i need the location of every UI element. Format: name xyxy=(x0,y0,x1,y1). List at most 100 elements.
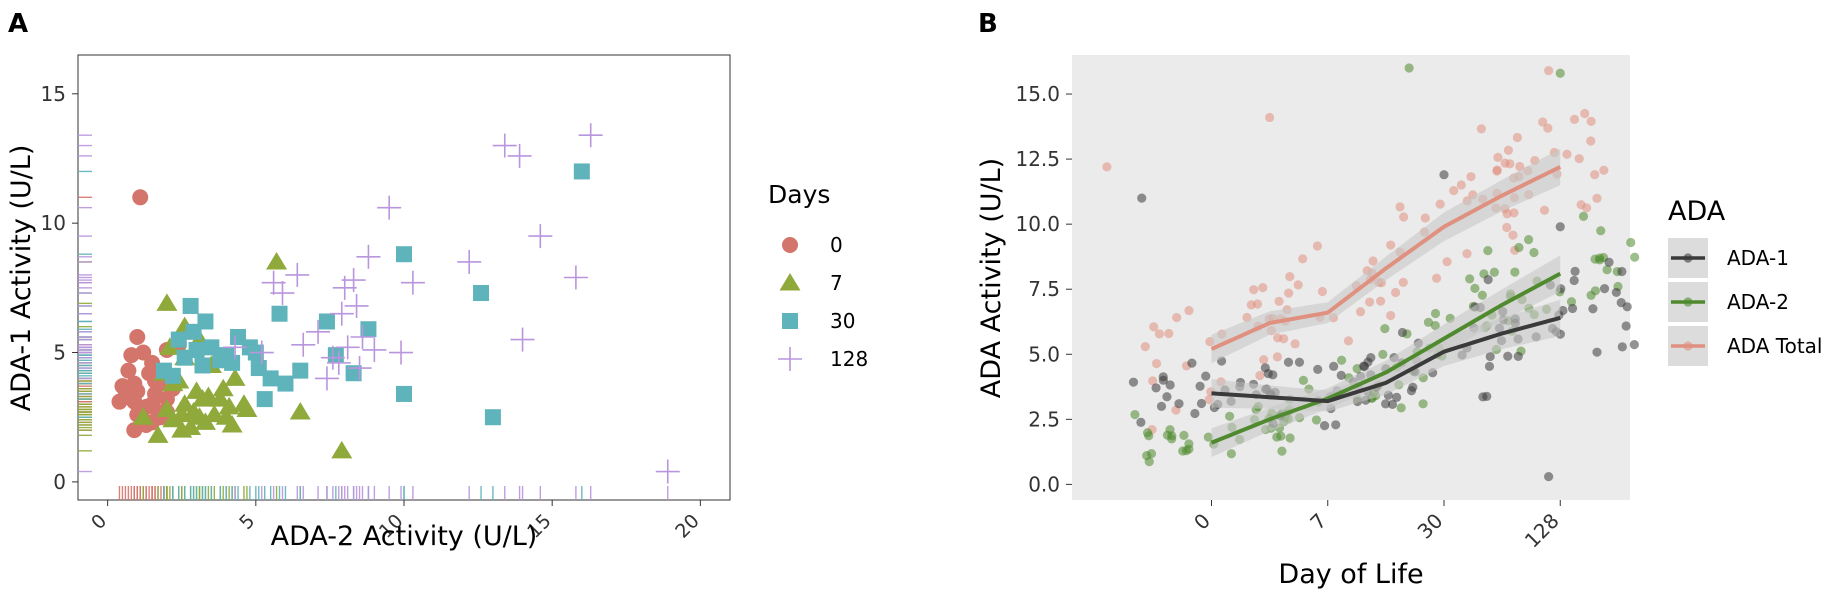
point-ada-1 xyxy=(1329,361,1339,371)
point-ada-total xyxy=(1586,136,1596,146)
point-ada-total xyxy=(1249,285,1259,295)
point-day-7 xyxy=(197,386,219,405)
point-ada-total xyxy=(1492,166,1502,176)
panel-b-y-ticks: 0.0 2.5 5.0 7.5 10.0 12.5 15.0 xyxy=(1015,82,1072,496)
point-day-7 xyxy=(174,394,196,412)
point-ada-1 xyxy=(1482,391,1492,401)
point-ada-total xyxy=(1365,297,1375,307)
point-ada-2 xyxy=(1626,237,1636,248)
panel-b-label: B xyxy=(978,9,998,39)
point-ada-1 xyxy=(1629,340,1639,350)
point-ada-1 xyxy=(1336,370,1346,380)
point-ada-1 xyxy=(1392,392,1402,402)
point-ada-total xyxy=(1562,149,1572,159)
point-ada-2 xyxy=(1142,451,1152,461)
panel-a-rug xyxy=(78,134,669,500)
point-ada-2 xyxy=(1224,411,1235,421)
point-day-128 xyxy=(377,195,402,220)
point-day-128 xyxy=(528,224,553,249)
point-ada-total xyxy=(1284,288,1294,298)
point-ada-2 xyxy=(1477,290,1487,300)
legend-key-day-30 xyxy=(782,313,798,329)
point-ada-total xyxy=(1148,376,1158,386)
legend-label-day-0: 0 xyxy=(830,233,843,257)
y-tick-label: 7.5 xyxy=(1028,277,1060,301)
point-ada-total xyxy=(1184,305,1194,316)
point-ada-total xyxy=(1255,370,1265,381)
point-day-128 xyxy=(270,281,295,306)
point-ada-total xyxy=(1355,307,1366,317)
point-day-0 xyxy=(132,189,149,206)
point-ada-1 xyxy=(1588,304,1598,314)
point-day-0 xyxy=(120,362,137,379)
point-ada-2 xyxy=(1578,211,1589,221)
point-ada-1 xyxy=(1313,364,1323,374)
point-ada-total xyxy=(1456,180,1466,190)
point-day-7 xyxy=(183,402,205,420)
point-ada-2 xyxy=(1465,274,1475,284)
point-ada-1 xyxy=(1483,274,1493,285)
y-tick-label: 5.0 xyxy=(1028,342,1060,366)
point-ada-2 xyxy=(1602,265,1612,275)
point-day-30 xyxy=(327,347,344,364)
point-day-7 xyxy=(194,412,216,430)
panel-b-legend: ADA ADA-1 ADA-2 ADA Total xyxy=(1668,196,1822,366)
point-ada-2 xyxy=(1380,323,1390,334)
point-ada-1 xyxy=(1503,351,1513,361)
legend-key-point xyxy=(1683,297,1693,307)
point-ada-total xyxy=(1544,66,1554,76)
point-ada-2 xyxy=(1277,446,1287,456)
band-ada-total xyxy=(1211,148,1561,364)
legend-label-day-128: 128 xyxy=(830,347,868,371)
point-ada-total xyxy=(1599,165,1609,175)
point-day-128 xyxy=(306,319,331,344)
panel-a-legend-title: Days xyxy=(768,180,830,209)
point-day-30 xyxy=(194,357,211,374)
point-ada-1 xyxy=(1263,368,1273,379)
point-ada-1 xyxy=(1555,222,1565,232)
panel-b-confidence-bands xyxy=(1211,148,1561,458)
point-day-128 xyxy=(326,350,351,375)
point-day-7 xyxy=(218,396,240,415)
point-day-30 xyxy=(218,347,235,364)
x-tick-label: 0 xyxy=(87,510,111,534)
x-tick-label: 7 xyxy=(1305,509,1331,535)
point-ada-1 xyxy=(1611,287,1621,298)
point-ada-total xyxy=(1154,329,1165,339)
point-ada-1 xyxy=(1187,358,1197,368)
point-day-128 xyxy=(320,345,345,370)
point-day-0 xyxy=(126,422,143,439)
point-ada-1 xyxy=(1621,321,1631,331)
point-day-7 xyxy=(289,402,311,420)
point-ada-total xyxy=(1574,154,1584,164)
point-ada-1 xyxy=(1190,408,1200,419)
band-ada-1 xyxy=(1211,299,1561,412)
point-ada-1 xyxy=(1617,266,1627,277)
point-ada-1 xyxy=(1513,351,1523,361)
point-day-30 xyxy=(277,375,294,392)
panel-a-y-ticks: 0 5 10 15 xyxy=(41,82,78,494)
point-ada-total xyxy=(1274,296,1284,306)
legend-label-ada-total: ADA Total xyxy=(1727,334,1822,358)
point-day-7 xyxy=(132,407,154,425)
point-day-128 xyxy=(344,293,369,318)
point-ada-total xyxy=(1376,296,1386,306)
point-day-7 xyxy=(162,409,184,428)
point-ada-1 xyxy=(1570,266,1580,276)
point-day-30 xyxy=(573,163,590,180)
point-ada-total xyxy=(1246,300,1256,310)
point-day-128 xyxy=(223,335,248,360)
point-ada-2 xyxy=(1203,432,1213,442)
point-ada-1 xyxy=(1397,327,1408,338)
point-ada-1 xyxy=(1406,386,1417,396)
point-ada-1 xyxy=(1331,420,1341,430)
panel-b-legend-title: ADA xyxy=(1668,196,1726,227)
point-ada-2 xyxy=(1430,308,1441,319)
point-ada-total xyxy=(1493,152,1503,162)
point-day-128 xyxy=(578,123,603,148)
point-day-30 xyxy=(473,285,490,302)
point-ada-2 xyxy=(1596,226,1606,236)
point-ada-total xyxy=(1102,162,1112,172)
panel-a-points xyxy=(111,123,680,484)
